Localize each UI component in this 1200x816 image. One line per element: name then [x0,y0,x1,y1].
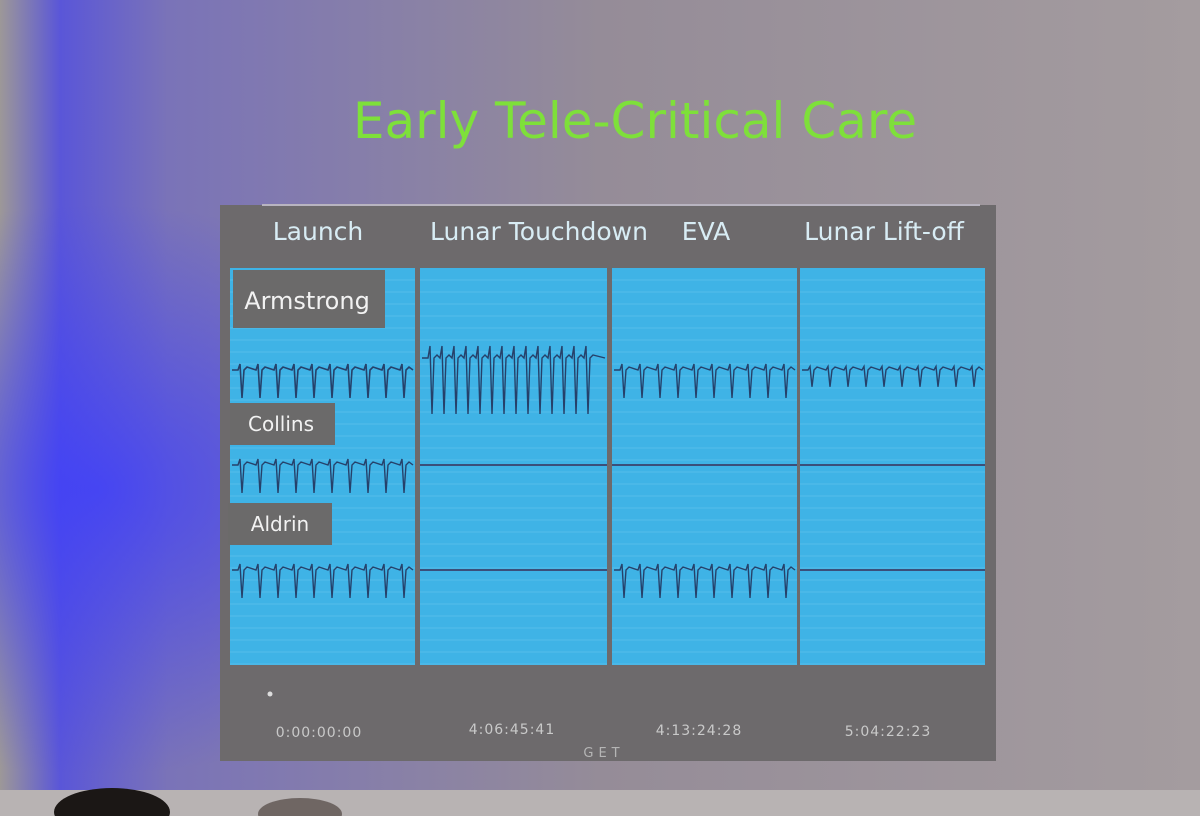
ecg-trace [614,563,796,599]
crew-label: Collins [248,412,314,436]
label-box [228,503,332,545]
ecg-trace [422,345,606,415]
crew-label: Aldrin [251,512,309,536]
label-box [233,270,385,328]
ecg-panel [800,268,985,665]
wall [0,790,1200,816]
crew-label: Armstrong [244,287,370,315]
label-box [230,403,335,445]
ecg-trace [614,363,796,399]
time-axis-label: GET [583,746,624,761]
timestamp: 0:00:00:00 [276,725,363,741]
timestamp: 4:06:45:41 [469,722,556,738]
audience-head [54,788,170,816]
ecg-panel [420,268,607,665]
column-header: EVA [682,217,730,246]
column-header: Lunar Touchdown [430,217,648,246]
ecg-trace [232,363,414,399]
ecg-trace [802,364,984,387]
ecg-trace [232,563,414,599]
timestamp: 4:13:24:28 [656,723,743,739]
labels: Launch Lunar Touchdown EVA Lunar Lift-of… [228,217,965,761]
ecg-trace [232,458,414,494]
column-header: Lunar Lift-off [804,217,965,246]
column-header: Launch [273,217,364,246]
audience-head [258,798,342,816]
ecg-panel [612,268,797,665]
slide-title: Early Tele-Critical Care [353,92,917,150]
timestamp: 5:04:22:23 [845,724,932,740]
ecg-panels [230,268,985,665]
dot [267,691,273,697]
